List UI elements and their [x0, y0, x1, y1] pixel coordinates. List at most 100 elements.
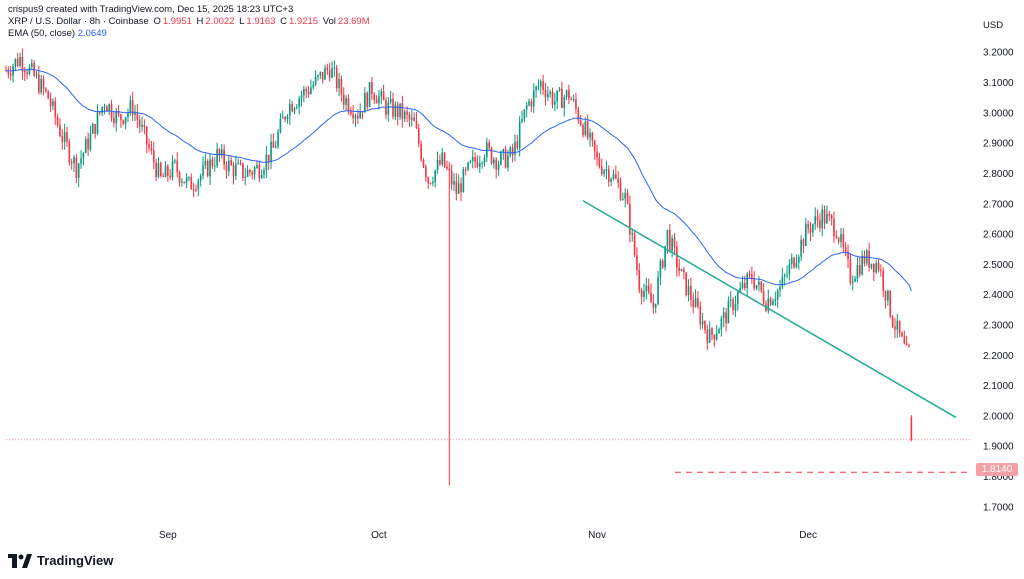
candle-body	[629, 203, 631, 235]
candle-body	[546, 93, 549, 98]
candle-body	[870, 263, 873, 268]
candle-body	[457, 183, 460, 194]
support-price-tag: 1.8140	[976, 463, 1018, 476]
candle-body	[42, 78, 45, 89]
candle-body	[664, 245, 666, 268]
candle-body	[131, 100, 134, 115]
y-tick-label: 2.3000	[983, 321, 1014, 332]
candle-body	[113, 118, 115, 124]
candle-body	[371, 82, 373, 95]
candle-body	[481, 162, 483, 164]
candle-body	[94, 124, 96, 134]
candle-body	[117, 110, 120, 115]
candle-body	[572, 99, 575, 101]
candle-body	[195, 189, 197, 191]
open-value: 1.9951	[162, 16, 192, 27]
candle-body	[188, 177, 190, 179]
candle-body	[647, 285, 650, 293]
candle-body	[584, 121, 587, 136]
candle-body	[192, 189, 195, 191]
candle-body	[145, 126, 148, 145]
candle-body	[645, 285, 648, 292]
candle-body	[905, 343, 908, 346]
candle-body	[232, 165, 235, 177]
candle-body	[694, 297, 697, 307]
ohlc-line: XRP / U.S. Dollar · 8h · Coinbase O 1.995…	[8, 16, 372, 28]
candle-body	[701, 320, 704, 325]
candle-body	[209, 159, 211, 177]
candle-body	[436, 160, 439, 171]
ema-label[interactable]: EMA (50, close)	[8, 28, 76, 39]
candle-body	[732, 299, 734, 311]
candle-body	[877, 263, 880, 270]
candle-body	[807, 223, 809, 229]
candle-body	[556, 90, 559, 102]
candle-body	[558, 88, 561, 91]
candle-body	[894, 326, 896, 330]
candle-body	[863, 255, 866, 264]
candle-body	[575, 99, 577, 109]
candle-body	[725, 312, 727, 324]
candle-body	[668, 229, 671, 251]
candle-body	[671, 238, 673, 251]
candle-body	[410, 117, 413, 120]
candle-body	[835, 236, 838, 238]
candle-body	[887, 290, 889, 301]
candle-body	[781, 276, 784, 287]
trendline	[582, 200, 957, 419]
candle-body	[277, 132, 279, 147]
y-tick-label: 2.8000	[983, 169, 1014, 180]
candle-body	[605, 169, 608, 171]
candle-body	[220, 149, 223, 156]
low-value: 1.9163	[246, 16, 276, 27]
candle-body	[582, 125, 584, 136]
candle-body	[678, 267, 680, 271]
candle-body	[495, 159, 498, 170]
candle-body	[633, 233, 636, 256]
candle-body	[394, 104, 397, 117]
candle-body	[683, 269, 685, 273]
candle-body	[150, 148, 153, 150]
candle-body	[776, 290, 779, 300]
candle-body	[521, 119, 523, 122]
candle-body	[708, 328, 711, 343]
candle-body	[228, 160, 230, 172]
candle-body	[202, 165, 204, 176]
candle-body	[380, 91, 383, 97]
candle-body	[300, 95, 303, 99]
candle-body	[739, 288, 741, 292]
candle-body	[368, 82, 371, 107]
candle-body	[143, 124, 146, 127]
candle-body	[814, 216, 817, 225]
candle-body	[460, 183, 462, 193]
chart-header: crispus9 created with TradingView.com, D…	[8, 4, 372, 40]
candle-body	[744, 282, 746, 289]
candle-body	[136, 112, 139, 120]
symbol-label[interactable]: XRP / U.S. Dollar · 8h · Coinbase	[8, 16, 149, 27]
candle-body	[762, 290, 765, 304]
candle-body	[640, 290, 643, 297]
candle-body	[699, 306, 702, 325]
candle-body	[861, 255, 863, 275]
candle-body	[804, 223, 807, 246]
candle-body	[636, 255, 638, 271]
candle-body	[568, 90, 570, 100]
candle-body	[809, 228, 812, 233]
candle-body	[427, 177, 430, 183]
candle-body	[856, 265, 859, 279]
candle-body	[40, 78, 43, 93]
candle-body	[14, 59, 17, 67]
candle-body	[755, 284, 758, 289]
candle-body	[9, 73, 12, 76]
candle-body	[49, 98, 52, 107]
candle-body	[213, 165, 216, 167]
candle-body	[652, 302, 655, 308]
candle-body	[903, 336, 906, 344]
candle-body	[103, 106, 106, 108]
candle-body	[591, 132, 594, 141]
candle-body	[422, 159, 425, 167]
candle-body	[713, 334, 716, 340]
candle-body	[579, 120, 582, 126]
candle-body	[307, 91, 310, 94]
